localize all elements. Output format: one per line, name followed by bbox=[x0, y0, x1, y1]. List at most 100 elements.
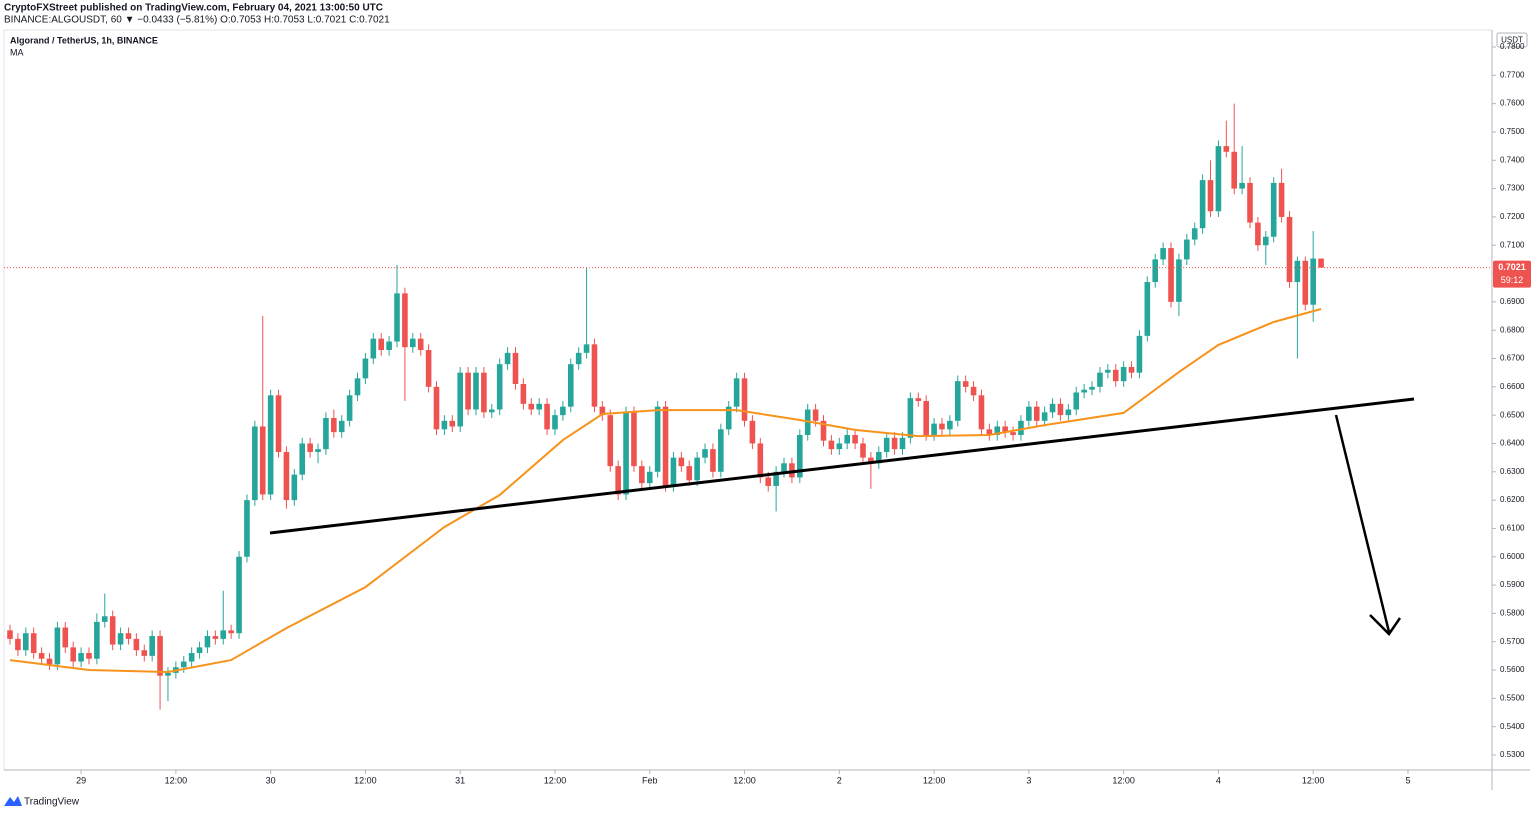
candle-body bbox=[947, 420, 953, 430]
indicator-label: MA bbox=[10, 47, 24, 57]
candle-body bbox=[552, 415, 558, 430]
candle-body bbox=[923, 400, 929, 435]
candle-body bbox=[1136, 335, 1143, 373]
candle-body bbox=[1049, 403, 1056, 413]
candle-body bbox=[773, 471, 779, 486]
candle-body bbox=[899, 437, 906, 450]
candle-body bbox=[378, 338, 385, 351]
candle-body bbox=[1184, 239, 1190, 260]
plot-frame bbox=[3, 29, 1493, 771]
candle-body bbox=[1176, 259, 1182, 302]
candle-body bbox=[109, 616, 116, 645]
logo-icon bbox=[4, 796, 22, 806]
candle-body bbox=[718, 429, 724, 472]
y-tick-label: 0.6800 bbox=[1500, 325, 1525, 334]
candle-body bbox=[1255, 222, 1261, 246]
candle-body bbox=[86, 653, 92, 659]
candle-body bbox=[836, 443, 843, 450]
candle-body bbox=[615, 466, 621, 495]
candle-body bbox=[820, 420, 827, 441]
candle-body bbox=[607, 415, 614, 467]
candle-body bbox=[394, 293, 400, 342]
candle-body bbox=[1318, 258, 1324, 268]
candle-body bbox=[725, 406, 732, 430]
y-tick-label: 0.6600 bbox=[1500, 382, 1525, 391]
candle-body bbox=[520, 383, 527, 404]
candle-body bbox=[30, 633, 37, 654]
candle-body bbox=[512, 352, 519, 384]
candle-body bbox=[244, 500, 250, 557]
y-tick-label: 0.5900 bbox=[1500, 580, 1525, 589]
header-quote: BINANCE:ALGOUSDT, 60 ▼ −0.0433 (−5.81%) … bbox=[4, 15, 390, 26]
candle-body bbox=[1010, 432, 1016, 435]
candle-body bbox=[1294, 260, 1301, 283]
candle-body bbox=[1144, 282, 1151, 336]
candle-body bbox=[1065, 409, 1072, 416]
y-tick-label: 0.7800 bbox=[1500, 42, 1525, 51]
candle-body bbox=[1152, 259, 1159, 283]
candle-body bbox=[1120, 367, 1127, 382]
candle-body bbox=[1073, 392, 1080, 410]
y-tick-label: 0.5800 bbox=[1500, 609, 1525, 618]
logo-text: TradingView bbox=[24, 797, 80, 808]
candle-body bbox=[101, 616, 108, 622]
candle-body bbox=[133, 638, 140, 651]
candle-body bbox=[986, 429, 993, 435]
candle-body bbox=[481, 372, 487, 413]
candle-body bbox=[370, 338, 377, 359]
y-tick-label: 0.6000 bbox=[1500, 552, 1525, 561]
y-tick-label: 0.5700 bbox=[1500, 637, 1525, 646]
y-tick-label: 0.7600 bbox=[1500, 99, 1525, 108]
candle-body bbox=[654, 406, 661, 472]
y-tick-label: 0.7500 bbox=[1500, 127, 1525, 136]
candle-body bbox=[860, 443, 866, 458]
candle-body bbox=[1089, 386, 1095, 390]
candle-body bbox=[1262, 236, 1269, 246]
candle-body bbox=[797, 434, 803, 478]
candle-body bbox=[741, 378, 748, 421]
candle-body bbox=[907, 398, 914, 438]
x-tick-label: 2 bbox=[837, 775, 842, 785]
candle-body bbox=[7, 630, 13, 639]
candle-body bbox=[1002, 426, 1008, 433]
y-tick-label: 0.7200 bbox=[1500, 212, 1525, 221]
candle-body bbox=[1041, 412, 1048, 421]
candle-body bbox=[560, 406, 566, 416]
candle-body bbox=[757, 443, 764, 478]
candle-body bbox=[22, 633, 29, 651]
x-tick-label: 12:00 bbox=[1302, 775, 1325, 785]
last-price-label: 0.7021 bbox=[1498, 262, 1526, 272]
candle-body bbox=[1247, 182, 1253, 223]
x-tick-label: 12:00 bbox=[1112, 775, 1135, 785]
y-tick-label: 0.7700 bbox=[1500, 70, 1525, 79]
candle-body bbox=[157, 636, 163, 676]
x-tick-label: 12:00 bbox=[544, 775, 567, 785]
candle-body bbox=[1168, 248, 1174, 302]
candle-body bbox=[496, 364, 503, 410]
candle-body bbox=[1105, 369, 1111, 373]
candle-body bbox=[915, 398, 922, 401]
candle-body bbox=[583, 344, 590, 353]
candle-body bbox=[646, 471, 653, 484]
candle-body bbox=[970, 386, 977, 396]
candle-body bbox=[883, 437, 890, 452]
candle-body bbox=[212, 636, 219, 639]
candle-body bbox=[220, 630, 227, 639]
candle-body bbox=[386, 341, 392, 351]
candle-body bbox=[196, 647, 203, 654]
candle-body bbox=[1278, 182, 1285, 217]
candle-body bbox=[354, 378, 361, 396]
y-tick-label: 0.7100 bbox=[1500, 240, 1525, 249]
candle-body bbox=[236, 556, 242, 634]
y-axis-label: USDT bbox=[1501, 36, 1523, 45]
arrow-head bbox=[1369, 614, 1402, 636]
candle-body bbox=[781, 463, 787, 472]
candle-body bbox=[228, 630, 234, 634]
candle-body bbox=[1191, 228, 1198, 240]
countdown-label: 59:12 bbox=[1501, 275, 1524, 285]
candle-body bbox=[1270, 182, 1277, 237]
candle-body bbox=[1033, 406, 1040, 421]
candle-body bbox=[149, 636, 155, 656]
candle-body bbox=[252, 426, 258, 501]
